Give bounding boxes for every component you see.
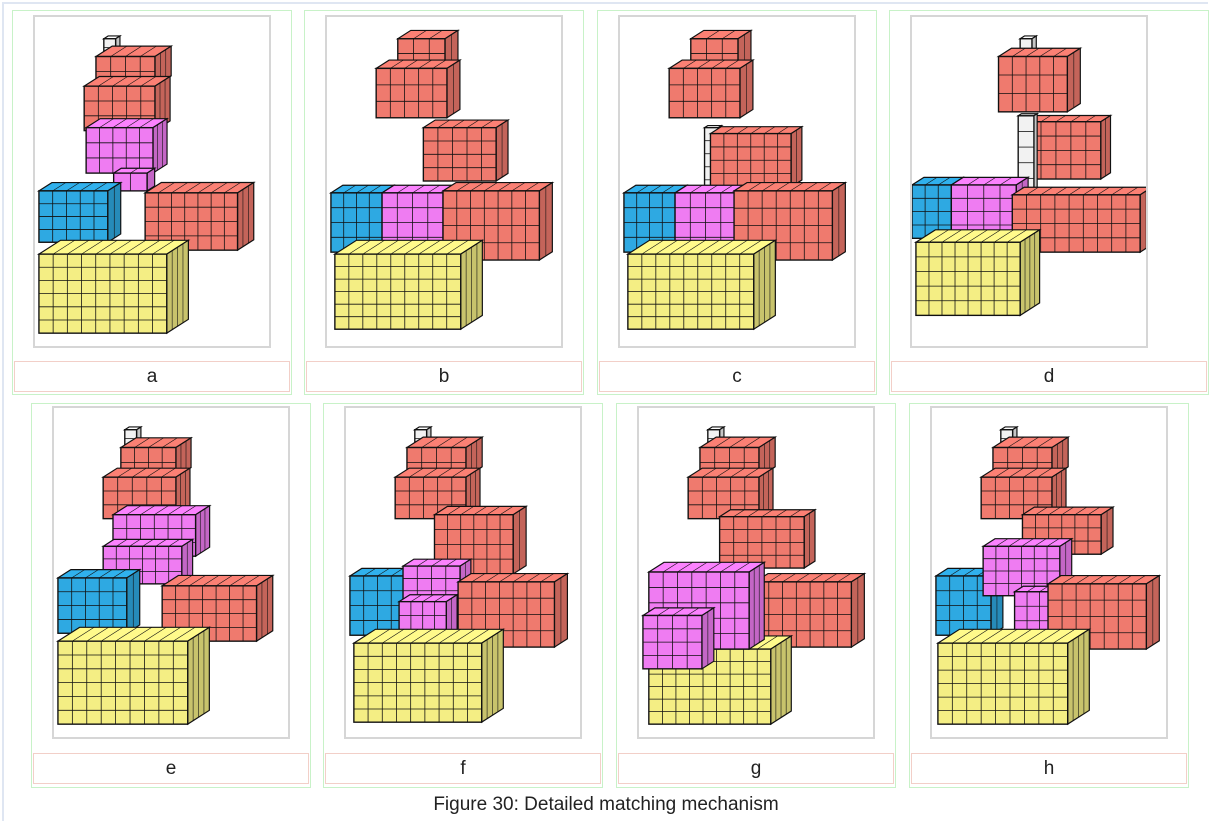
voxel-render-h [933,425,1162,726]
yellow-voxel-block [935,628,1092,726]
voxel-render-f [347,425,570,724]
panel-b: b [304,10,584,395]
panel-c-label: c [599,361,875,392]
red-voxel-block [374,58,462,119]
panel-g: g [616,403,896,788]
panel-h-label: h [911,753,1187,784]
panel-b-label: b [306,361,582,392]
red-voxel-block [440,181,555,262]
yellow-voxel-block [332,239,485,331]
voxel-render-g [640,425,867,726]
panel-g-label: g [618,753,894,784]
red-voxel-block [979,467,1069,520]
red-voxel-block [160,574,275,643]
red-voxel-block [1045,574,1162,651]
yellow-voxel-block [55,626,212,726]
magenta-voxel-block [84,117,170,175]
panel-c: c [597,10,877,395]
panel-h-image [930,406,1168,739]
red-voxel-block [667,58,755,119]
panel-b-image [325,15,563,348]
panel-h: h [909,403,1189,788]
red-voxel-block [708,125,804,189]
panel-a-image [33,15,271,348]
panel-f-label: f [325,753,601,784]
panel-d-image [910,15,1148,348]
voxel-render-b [328,29,555,331]
panel-c-image [618,15,856,348]
red-voxel-block [421,118,511,183]
panel-g-image [637,406,875,739]
yellow-voxel-block [351,628,506,724]
panel-d: d [889,10,1209,395]
panel-e-label: e [33,753,309,784]
magenta-voxel-block [111,167,157,192]
voxel-render-e [55,425,275,726]
voxel-render-a [36,34,256,335]
panel-d-label: d [891,361,1207,392]
panel-e: e [31,403,311,788]
red-voxel-block [1024,114,1113,181]
panel-a: a [12,10,292,395]
panel-a-label: a [14,361,290,392]
red-voxel-block [996,47,1083,113]
red-voxel-block [990,436,1071,479]
blue-voxel-block [55,568,142,635]
voxel-render-d [912,34,1146,317]
yellow-voxel-block [36,239,191,335]
red-voxel-block [686,467,776,520]
figure-caption: Figure 30: Detailed matching mechanism [433,794,779,815]
panel-f-image [344,406,582,739]
yellow-voxel-block [625,239,778,331]
panel-f: f [323,403,603,788]
voxel-render-c [621,29,848,331]
yellow-voxel-block [913,228,1042,317]
blue-voxel-block [36,181,123,244]
red-voxel-block [717,508,818,570]
panel-e-image [52,406,290,739]
magenta-voxel-block [640,606,716,670]
